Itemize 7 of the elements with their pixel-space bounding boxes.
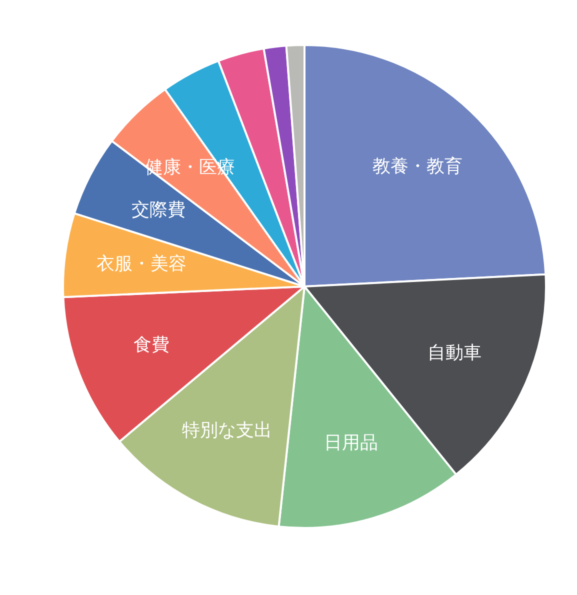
slice-label: 特別な支出: [182, 420, 272, 442]
slice-label: 食費: [133, 334, 170, 356]
slice-label: 日用品: [324, 432, 378, 454]
slice-label: 自動車: [427, 342, 482, 364]
slice-label: 教養・教育: [372, 156, 463, 178]
slice-label: 交際費: [132, 200, 186, 221]
slice-label: 衣服・美容: [96, 254, 187, 275]
